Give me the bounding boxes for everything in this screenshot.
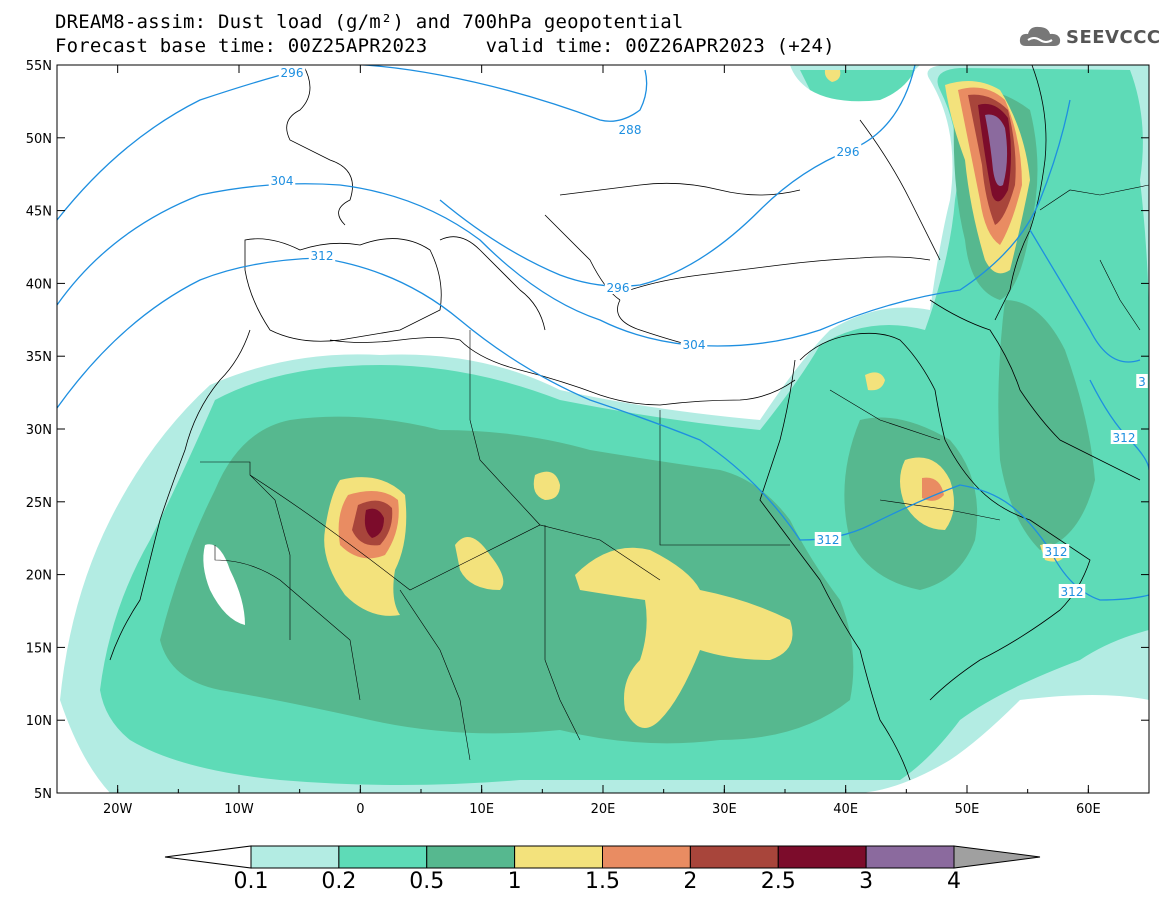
dust-region-1-russia xyxy=(824,70,841,82)
lat-label: 20N xyxy=(26,569,52,584)
contour-east xyxy=(1029,229,1141,363)
coastlines xyxy=(109,65,1141,781)
dust-region-2.5-west xyxy=(364,508,384,538)
contour-label-bg xyxy=(604,280,632,294)
dust-region-1.5-iraq xyxy=(922,477,944,501)
contour-labels: 296 288 296 304 312 296 304 312 312 312 312 3 xyxy=(268,65,1148,599)
contour-label-bg xyxy=(1058,584,1086,598)
dust-region-3-caspian xyxy=(985,114,1008,186)
contour-label: 312 xyxy=(1045,545,1068,559)
contour-label-bg xyxy=(834,144,862,158)
colorbar-box xyxy=(865,845,955,869)
lat-label: 45N xyxy=(26,205,52,220)
clear-area-mauritania xyxy=(203,544,245,625)
dust-region-1-syria xyxy=(865,372,885,391)
contour-label: 3 xyxy=(1138,375,1146,389)
dust-region-1-libya xyxy=(533,471,560,500)
colorbar-label: 0.1 xyxy=(234,869,269,894)
contour-label-bg xyxy=(308,248,336,262)
colorbar-label: 0.5 xyxy=(409,869,444,894)
country-borders xyxy=(200,184,1149,761)
lon-label: 20W xyxy=(103,802,133,817)
colorbar-box xyxy=(689,845,779,869)
contour-label: 304 xyxy=(271,174,294,188)
contour-label-bg xyxy=(1042,544,1070,558)
colorbar-box xyxy=(338,845,428,869)
lat-label: 10N xyxy=(26,714,52,729)
lat-label: 5N xyxy=(34,787,52,802)
colorbar-label: 1.5 xyxy=(585,869,620,894)
axis-ticks: 55N 50N 45N 40N 35N 30N 25N 20N 15N 10N 5N 20W 10W 0 1… xyxy=(26,59,1150,817)
colorbar-box xyxy=(426,845,516,869)
contour-296-north xyxy=(57,69,301,221)
lon-label: 50E xyxy=(955,802,980,817)
contour-label-bg xyxy=(1136,374,1148,388)
contour-label-bg xyxy=(616,122,644,136)
lon-label: 10E xyxy=(469,802,494,817)
lat-label: 50N xyxy=(26,132,52,147)
contour-label: 312 xyxy=(1113,431,1136,445)
dust-region-0.2-north xyxy=(800,70,915,102)
colorbar-label: 2.5 xyxy=(761,869,796,894)
contour-288 xyxy=(300,65,648,122)
colorbar-label: 3 xyxy=(859,869,873,894)
contour-label: 288 xyxy=(619,123,642,137)
contour-label-bg xyxy=(268,173,296,187)
forecast-time-subtitle: Forecast base time: 00Z25APR2023 valid t… xyxy=(55,35,835,57)
contour-label: 296 xyxy=(607,281,630,295)
contour-label-bg xyxy=(278,65,306,79)
colorbar-label: 4 xyxy=(947,869,961,894)
colorbar-high-tip xyxy=(953,845,1041,869)
contour-label: 296 xyxy=(281,66,304,80)
contour-label: 312 xyxy=(1061,585,1084,599)
dust-region-1-central xyxy=(575,547,793,728)
colorbar-box xyxy=(602,845,691,869)
lon-label: 30E xyxy=(712,802,737,817)
lat-label: 15N xyxy=(26,641,52,656)
colorbar: 0.1 0.2 0.5 1 1.5 2 2.5 3 4 xyxy=(164,845,1041,894)
colorbar-box xyxy=(777,845,867,869)
dust-field xyxy=(57,65,1149,793)
colorbar-label: 2 xyxy=(683,869,697,894)
lon-label: 20E xyxy=(591,802,616,817)
seevccc-logo: SEEVCCC xyxy=(1018,24,1161,50)
colorbar-box xyxy=(514,845,603,869)
lat-label: 40N xyxy=(26,277,52,292)
contour-label: 296 xyxy=(837,145,860,159)
lon-label: 0 xyxy=(356,802,364,817)
colorbar-label: 0.2 xyxy=(321,869,356,894)
contour-label: 304 xyxy=(683,338,706,352)
colorbar-label: 1 xyxy=(508,869,522,894)
contour-label-bg xyxy=(814,532,842,546)
lat-label: 55N xyxy=(26,59,52,74)
logo-text: SEEVCCC xyxy=(1066,26,1161,48)
map-title: DREAM8-assim: Dust load (g/m²) and 700hP… xyxy=(55,11,684,33)
contour-label: 312 xyxy=(817,533,840,547)
lat-label: 35N xyxy=(26,350,52,365)
contour-label-bg xyxy=(680,337,708,351)
lon-label: 10W xyxy=(224,802,254,817)
colorbar-low-tip xyxy=(164,845,252,869)
lat-label: 25N xyxy=(26,496,52,511)
cloud-icon xyxy=(1019,26,1061,46)
dust-region-1-chad xyxy=(455,537,504,590)
contour-304 xyxy=(57,99,1071,347)
contour-label-bg xyxy=(1110,430,1138,444)
lon-label: 60E xyxy=(1076,802,1101,817)
colorbar-box xyxy=(250,845,340,869)
lat-label: 30N xyxy=(26,423,52,438)
contour-312 xyxy=(57,257,1149,601)
contour-label: 312 xyxy=(311,249,334,263)
lon-label: 40E xyxy=(833,802,858,817)
